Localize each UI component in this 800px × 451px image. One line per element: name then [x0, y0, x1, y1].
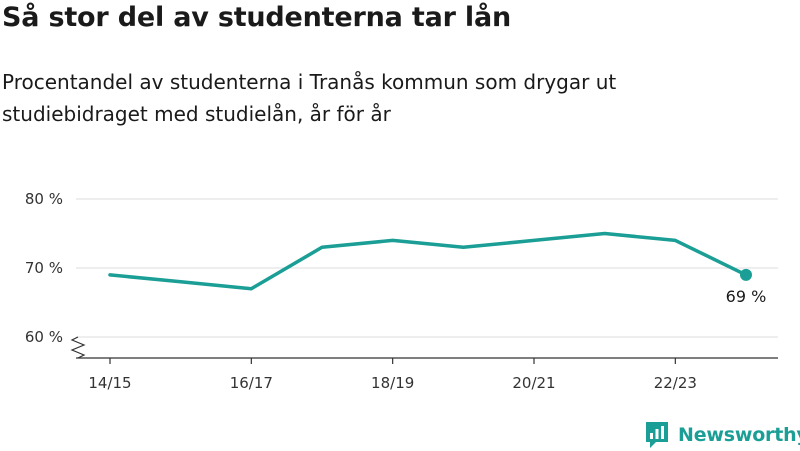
- x-axis-ticks: 14/15 16/17 18/19 20/21 22/23: [88, 358, 697, 392]
- line-chart: 80 % 70 % 60 % 14/15 16/17 18/19 20/21 22/23 6…: [25, 190, 778, 392]
- brand-name: Newsworthy: [678, 424, 800, 446]
- x-tick-label: 14/15: [88, 374, 131, 392]
- x-tick-label: 22/23: [654, 374, 697, 392]
- x-tick-label: 18/19: [371, 374, 414, 392]
- end-value-label: 69 %: [726, 287, 767, 306]
- y-axis-labels: 80 % 70 % 60 %: [25, 190, 63, 346]
- brand-logo: Newsworthy: [644, 419, 800, 451]
- gridlines: [76, 198, 778, 338]
- y-tick-label: 70 %: [25, 259, 63, 277]
- x-tick-label: 16/17: [230, 374, 273, 392]
- y-tick-label: 60 %: [25, 328, 63, 346]
- x-tick-label: 20/21: [512, 374, 555, 392]
- chart-title: Så stor del av studenterna tar lån: [2, 2, 511, 33]
- end-point-marker: [740, 268, 752, 281]
- y-tick-label: 80 %: [25, 190, 63, 208]
- chart-subtitle: Procentandel av studenterna i Tranås kom…: [2, 70, 617, 126]
- series-line: [108, 231, 748, 291]
- bar-chart-speech-bubble-icon: [646, 422, 668, 448]
- axis-break-icon: [70, 336, 86, 359]
